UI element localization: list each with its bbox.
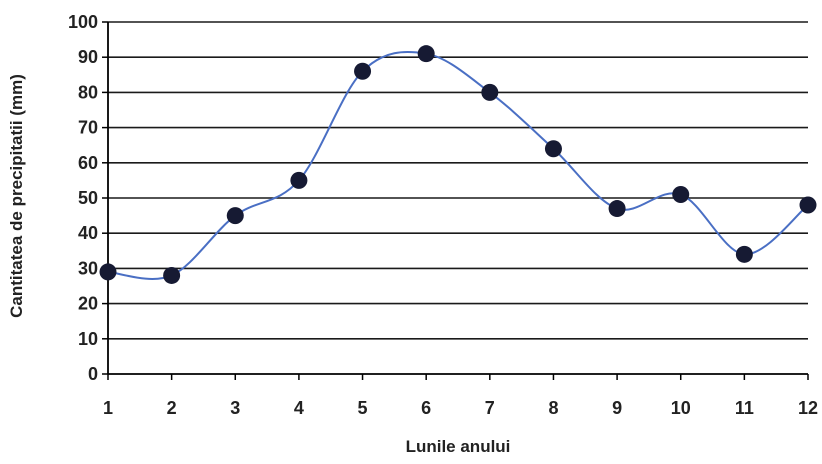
y-tick-label: 60: [78, 153, 98, 173]
y-tick-labels: 0 10 20 30 40 50 60 70 80 90 100: [68, 12, 98, 384]
x-tick-label: 6: [421, 398, 431, 418]
x-tick-label: 12: [798, 398, 818, 418]
y-tick-label: 100: [68, 12, 98, 32]
data-points: [99, 45, 817, 284]
data-point-month-12: [799, 196, 817, 214]
x-tick-label: 10: [671, 398, 691, 418]
x-tick-label: 4: [294, 398, 304, 418]
data-point-month-1: [99, 263, 117, 281]
data-point-month-3: [226, 207, 244, 225]
x-tick-label: 1: [103, 398, 113, 418]
y-tick-label: 20: [78, 294, 98, 314]
x-tick-label: 11: [735, 398, 754, 418]
y-tick-label: 50: [78, 188, 98, 208]
x-tick-label: 8: [548, 398, 558, 418]
x-tick-labels: 1 2 3 4 5 6 7 8 9 10 11 12: [103, 398, 818, 418]
data-point-month-2: [163, 266, 181, 284]
series: [107, 50, 809, 280]
grid-lines: [108, 21, 808, 340]
axes: [102, 21, 809, 380]
data-point-month-8: [544, 140, 562, 158]
x-tick-label: 2: [167, 398, 177, 418]
series-line: [107, 50, 809, 280]
data-point-month-11: [735, 245, 753, 263]
data-point-month-7: [481, 83, 499, 101]
y-axis-title: Cantitatea de precipitatii (mm): [7, 74, 26, 318]
x-tick-label: 3: [230, 398, 240, 418]
y-tick-label: 80: [78, 82, 98, 102]
data-point-month-4: [290, 171, 308, 189]
y-tick-label: 30: [78, 258, 98, 278]
x-tick-label: 9: [612, 398, 622, 418]
x-tick-label: 7: [485, 398, 495, 418]
y-tick-label: 40: [78, 223, 98, 243]
data-point-month-9: [608, 200, 626, 218]
x-tick-label: 5: [358, 398, 368, 418]
data-point-month-10: [672, 185, 690, 203]
x-axis-title: Lunile anului: [406, 437, 511, 456]
y-tick-label: 0: [88, 364, 98, 384]
data-point-month-5: [354, 62, 372, 80]
data-point-month-6: [417, 45, 435, 63]
y-tick-label: 70: [78, 118, 98, 138]
y-tick-label: 90: [78, 47, 98, 67]
y-tick-label: 10: [78, 329, 98, 349]
